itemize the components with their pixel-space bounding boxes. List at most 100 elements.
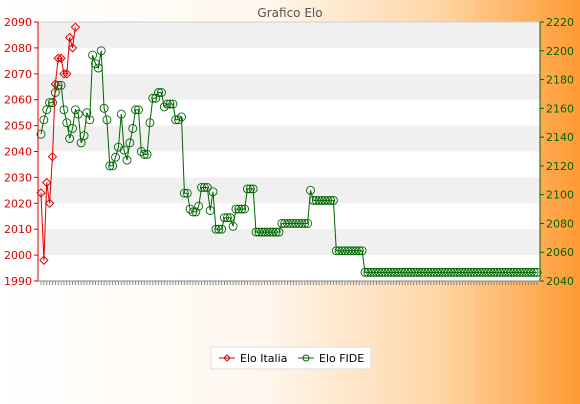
elo-fide-point (211, 224, 221, 234)
elo-fide-point (205, 206, 215, 215)
elo-fide-point (214, 224, 224, 234)
elo-fide-point (159, 102, 169, 112)
elo-fide-point (297, 218, 307, 228)
elo-fide-point (417, 267, 427, 277)
elo-fide-point (191, 207, 201, 217)
elo-italia-point (59, 69, 69, 79)
elo-fide-point (48, 98, 57, 108)
y-right-tick-label: 2100 (546, 189, 574, 202)
legend-fide-marker (302, 354, 310, 362)
elo-fide-point (460, 267, 470, 277)
elo-fide-point (486, 267, 496, 277)
elo-fide-point (383, 267, 393, 277)
elo-fide-point (331, 246, 341, 256)
elo-fide-point (443, 267, 453, 277)
y-right-tick-label: 2080 (546, 217, 574, 230)
elo-fide-point (409, 267, 419, 277)
elo-fide-point (526, 267, 536, 277)
elo-fide-point (231, 204, 241, 214)
y-left-tick-label: 2010 (4, 223, 32, 236)
elo-fide-point (532, 267, 542, 277)
y-right-tick-label: 2060 (546, 246, 574, 259)
elo-fide-point (197, 183, 207, 192)
elo-fide-point (452, 267, 462, 277)
elo-fide-point (113, 142, 123, 152)
y-right-tick-label: 2140 (546, 131, 574, 144)
elo-fide-point (501, 267, 510, 277)
elo-fide-point (349, 246, 358, 256)
elo-fide-point (91, 59, 100, 69)
elo-fide-point (131, 105, 141, 115)
grid-band (38, 229, 540, 256)
elo-fide-point (360, 267, 370, 277)
elo-fide-point (222, 213, 232, 223)
elo-fide-point (314, 195, 324, 205)
elo-fide-point (308, 195, 318, 205)
elo-fide-point (53, 80, 63, 90)
elo-italia-point (67, 43, 78, 53)
elo-fide-point (529, 267, 539, 277)
elo-fide-point (265, 227, 275, 237)
y-left-tick-label: 1990 (4, 275, 32, 288)
y-left-tick-label: 2050 (4, 120, 32, 133)
series-elo-italia-line (40, 27, 76, 261)
elo-fide-point (300, 218, 310, 228)
elo-fide-point (363, 267, 373, 277)
elo-fide-point (306, 185, 315, 195)
plot-area (37, 21, 541, 282)
grid-band (38, 177, 540, 204)
elo-fide-point (62, 118, 72, 128)
elo-fide-point (377, 267, 387, 277)
elo-fide-point (506, 267, 516, 277)
elo-fide-point (328, 195, 338, 205)
elo-fide-point (280, 218, 290, 228)
elo-fide-point (340, 246, 350, 256)
elo-fide-point (254, 227, 264, 237)
elo-fide-point (337, 246, 347, 256)
elo-fide-point (119, 145, 129, 155)
elo-fide-point (420, 267, 430, 277)
elo-fide-point (334, 246, 344, 256)
elo-fide-point (162, 99, 172, 109)
elo-fide-point (202, 183, 212, 192)
elo-fide-point (449, 267, 459, 277)
elo-fide-point (134, 105, 143, 115)
elo-fide-point (125, 138, 135, 148)
elo-fide-point (406, 267, 416, 277)
elo-fide-point (397, 267, 407, 277)
elo-fide-point (85, 115, 95, 125)
elo-italia-point (70, 22, 81, 32)
legend-fide-label: Elo FIDE (319, 352, 364, 365)
elo-fide-point (179, 188, 189, 198)
elo-fide-point (317, 195, 327, 205)
elo-fide-point (523, 267, 533, 277)
elo-fide-point (478, 267, 487, 277)
elo-fide-point (400, 267, 410, 277)
elo-italia-point (36, 188, 46, 198)
elo-fide-point (257, 227, 267, 237)
elo-fide-point (248, 184, 258, 194)
y-right-tick-label: 2200 (546, 45, 574, 58)
elo-fide-point (380, 267, 390, 277)
elo-fide-point (128, 124, 138, 133)
y-left-tick-label: 2070 (4, 68, 32, 81)
elo-fide-point (70, 105, 80, 115)
elo-fide-point (512, 267, 522, 277)
elo-fide-point (498, 267, 508, 277)
grid-band (38, 125, 540, 152)
elo-fide-point (93, 63, 103, 73)
elo-fide-point (294, 218, 304, 228)
elo-fide-point (111, 152, 120, 162)
elo-fide-point (73, 109, 83, 119)
y-left-tick-label: 2040 (4, 146, 32, 159)
elo-fide-point (156, 88, 166, 97)
grid-band (38, 73, 540, 100)
elo-fide-point (509, 267, 519, 277)
y-right-tick-label: 2160 (546, 102, 574, 115)
elo-fide-point (371, 267, 381, 277)
elo-fide-point (354, 246, 364, 256)
elo-fide-point (228, 221, 238, 231)
elo-fide-point (469, 267, 479, 277)
elo-fide-point (199, 183, 209, 192)
